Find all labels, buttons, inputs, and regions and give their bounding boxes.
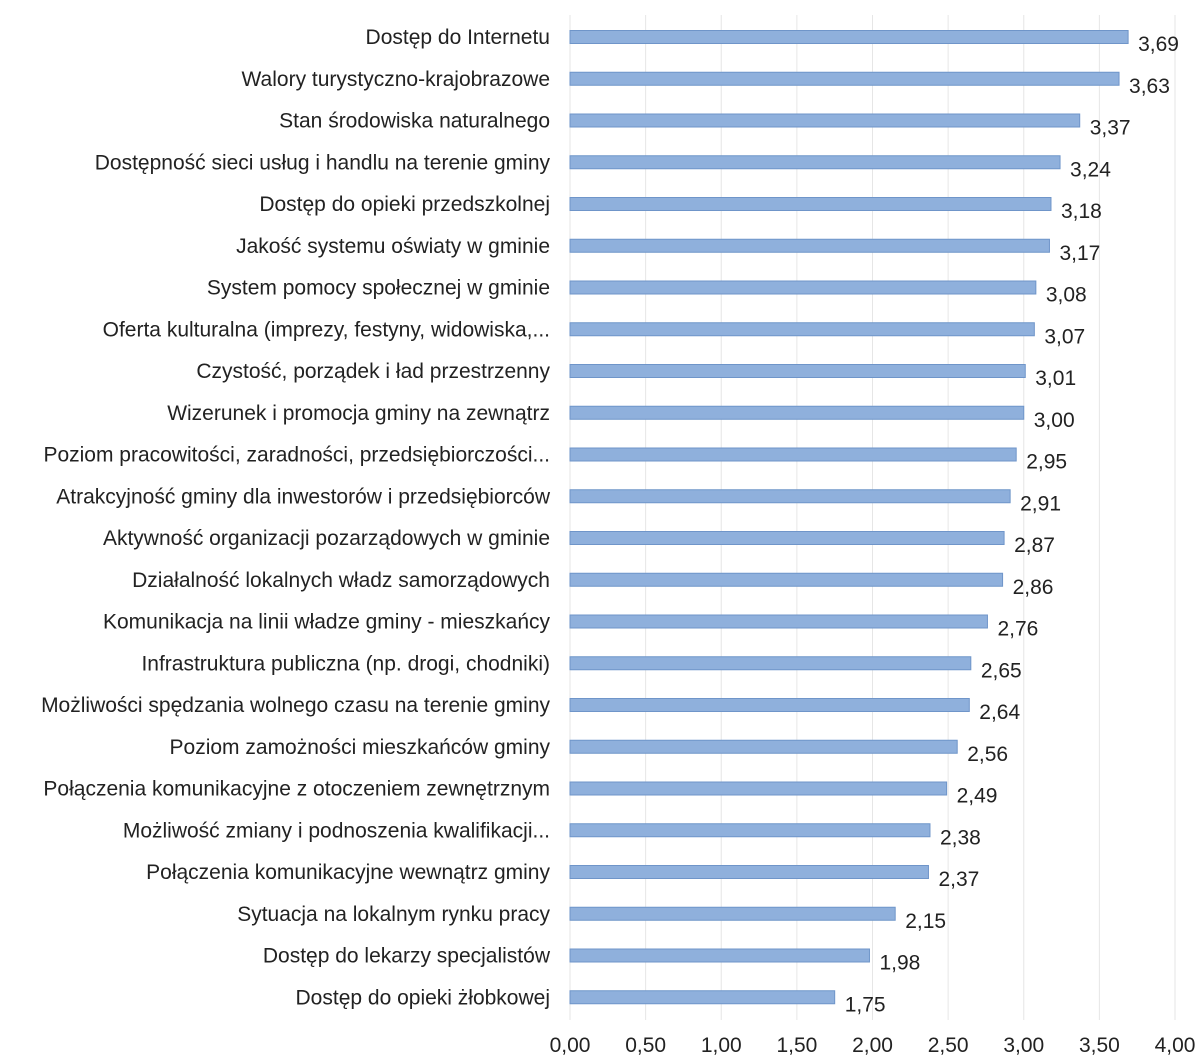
category-label-17: Poziom zamożności mieszkańców gminy xyxy=(170,736,551,759)
x-tick-label-6: 3,00 xyxy=(1003,1034,1044,1057)
bar-23 xyxy=(569,990,836,1005)
category-label-9: Wizerunek i promocja gminy na zewnątrz xyxy=(167,402,550,425)
bar-15 xyxy=(569,656,972,671)
value-label-0: 3,69 xyxy=(1138,33,1179,56)
bar-20 xyxy=(569,865,929,879)
category-label-23: Dostęp do opieki żłobkowej xyxy=(296,986,550,1009)
category-label-13: Działalność lokalnych władz samorządowyc… xyxy=(132,569,550,592)
bar-21 xyxy=(569,906,896,921)
value-label-4: 3,18 xyxy=(1061,200,1102,223)
value-label-19: 2,38 xyxy=(940,826,981,849)
bar-7 xyxy=(569,322,1035,337)
value-label-14: 2,76 xyxy=(997,618,1038,641)
category-label-10: Poziom pracowitości, zaradności, przedsi… xyxy=(43,444,550,467)
value-label-7: 3,07 xyxy=(1044,325,1085,348)
bar-14 xyxy=(569,614,988,629)
bar-8 xyxy=(569,364,1026,378)
category-label-19: Możliwość zmiany i podnoszenia kwalifika… xyxy=(123,819,550,842)
value-label-21: 2,15 xyxy=(905,910,946,933)
category-label-0: Dostęp do Internetu xyxy=(366,26,550,49)
value-label-23: 1,75 xyxy=(845,993,886,1016)
value-label-3: 3,24 xyxy=(1070,158,1111,181)
category-label-11: Atrakcyjność gminy dla inwestorów i prze… xyxy=(56,485,551,508)
x-tick-label-2: 1,00 xyxy=(701,1034,742,1057)
value-label-17: 2,56 xyxy=(967,743,1008,766)
category-label-18: Połączenia komunikacyjne z otoczeniem ze… xyxy=(43,778,550,801)
category-label-7: Oferta kulturalna (imprezy, festyny, wid… xyxy=(103,318,550,341)
bar-4 xyxy=(569,197,1052,211)
category-label-1: Walory turystyczno-krajobrazowe xyxy=(242,68,550,91)
category-label-22: Dostęp do lekarzy specjalistów xyxy=(263,945,551,968)
x-axis-tick-labels: 0,00 0,50 1,00 1,50 2,00 2,50 3,00 3,50 4,00 xyxy=(550,1034,1196,1057)
value-label-11: 2,91 xyxy=(1020,492,1061,515)
category-label-15: Infrastruktura publiczna (np. drogi, cho… xyxy=(141,652,550,675)
value-label-20: 2,37 xyxy=(938,868,979,891)
value-label-16: 2,64 xyxy=(979,701,1020,724)
category-label-21: Sytuacja na lokalnym rynku pracy xyxy=(237,903,550,926)
category-label-2: Stan środowiska naturalnego xyxy=(279,110,550,133)
value-label-8: 3,01 xyxy=(1035,367,1076,390)
value-label-12: 2,87 xyxy=(1014,534,1055,557)
category-labels: Dostęp do Internetu Walory turystyczno-kr… xyxy=(41,26,551,1009)
value-labels: 3,69 3,63 3,37 3,24 3,18 3,17 3,08 3,07 3,01 3,00… xyxy=(845,33,1179,1016)
value-label-22: 1,98 xyxy=(879,952,920,975)
value-label-13: 2,86 xyxy=(1013,576,1054,599)
bar-6 xyxy=(569,280,1037,295)
category-label-12: Aktywność organizacji pozarządowych w gm… xyxy=(103,527,550,550)
bar-22 xyxy=(569,948,870,963)
x-tick-label-5: 2,50 xyxy=(928,1034,969,1057)
x-tick-label-4: 2,00 xyxy=(852,1034,893,1057)
x-tick-label-1: 0,50 xyxy=(625,1034,666,1057)
category-label-4: Dostęp do opieki przedszkolnej xyxy=(259,193,550,216)
bar-2 xyxy=(569,113,1081,128)
category-label-14: Komunikacja na linii władze gminy - mies… xyxy=(103,611,551,634)
value-label-1: 3,63 xyxy=(1129,75,1170,98)
x-tick-label-7: 3,50 xyxy=(1079,1034,1120,1057)
bar-3 xyxy=(569,155,1061,170)
value-label-9: 3,00 xyxy=(1034,409,1075,432)
bar-17 xyxy=(569,739,958,754)
category-label-20: Połączenia komunikacyjne wewnątrz gminy xyxy=(146,861,550,884)
value-label-5: 3,17 xyxy=(1059,242,1100,265)
bar-12 xyxy=(569,531,1005,545)
bar-19 xyxy=(569,823,931,838)
grid-lines xyxy=(569,15,1176,1020)
value-label-15: 2,65 xyxy=(981,659,1022,682)
category-label-3: Dostępność sieci usług i handlu na teren… xyxy=(95,151,551,174)
value-label-10: 2,95 xyxy=(1026,451,1067,474)
category-label-6: System pomocy społecznej w gminie xyxy=(207,277,550,300)
category-label-16: Możliwości spędzania wolnego czasu na te… xyxy=(41,694,550,717)
bar-11 xyxy=(569,489,1011,504)
bar-13 xyxy=(569,572,1004,587)
bars xyxy=(569,30,1129,1005)
value-label-18: 2,49 xyxy=(957,785,998,808)
bar-18 xyxy=(569,781,948,796)
bar-0 xyxy=(569,30,1129,44)
bar-9 xyxy=(569,405,1025,420)
category-label-8: Czystość, porządek i ład przestrzenny xyxy=(196,360,550,383)
value-label-2: 3,37 xyxy=(1090,117,1131,140)
value-label-6: 3,08 xyxy=(1046,284,1087,307)
bar-1 xyxy=(569,71,1120,86)
x-tick-label-3: 1,50 xyxy=(776,1034,817,1057)
category-label-5: Jakość systemu oświaty w gminie xyxy=(236,235,550,258)
x-tick-label-8: 4,00 xyxy=(1155,1034,1196,1057)
x-tick-label-0: 0,00 xyxy=(550,1034,591,1057)
bar-5 xyxy=(569,238,1050,253)
bar-10 xyxy=(569,447,1017,462)
bar-16 xyxy=(569,698,970,712)
